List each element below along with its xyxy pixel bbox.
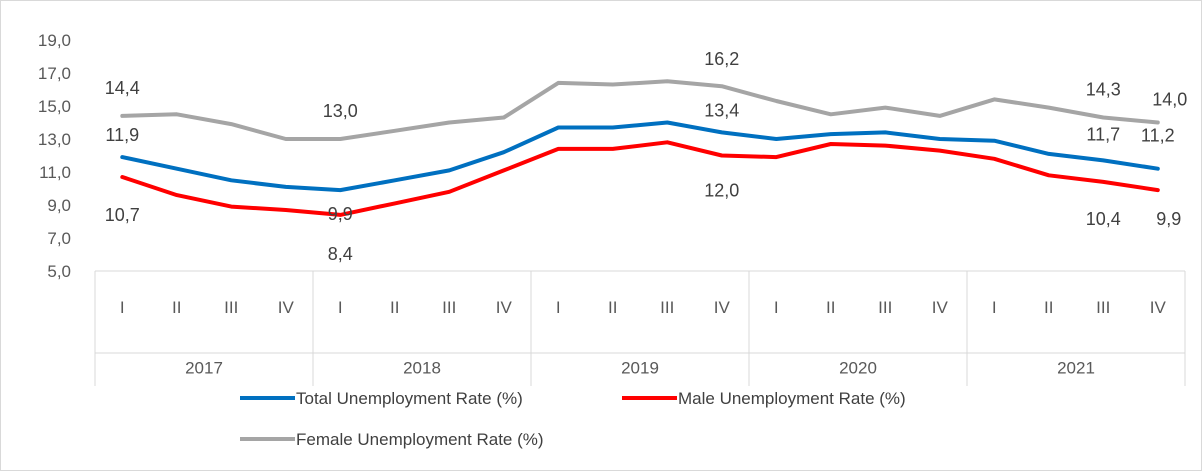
x-tick-quarter-label: I [774, 298, 779, 317]
x-tick-quarter-label: III [1096, 298, 1110, 317]
series-line [120, 79, 1160, 141]
data-label: 8,4 [328, 244, 353, 264]
data-labels: 14,4 13,0 16,2 14,3 14,0 11,9 9,9 13,4 11,7 11,2 1… [105, 49, 1188, 264]
series-lines [120, 79, 1160, 217]
x-tick-quarter-label: I [338, 298, 343, 317]
x-tick-quarter-label: II [608, 298, 617, 317]
x-tick-year-label: 2021 [1057, 358, 1095, 377]
data-label: 10,4 [1086, 209, 1121, 229]
data-label: 10,7 [105, 205, 140, 225]
x-tick-quarter-label: II [390, 298, 399, 317]
y-tick-label: 9,0 [47, 196, 71, 215]
data-label: 14,3 [1086, 80, 1121, 100]
y-axis-labels: 19,0 17,0 15,0 13,0 11,0 9,0 7,0 5,0 [38, 31, 71, 281]
y-tick-label: 19,0 [38, 31, 71, 50]
x-tick-quarter-label: I [556, 298, 561, 317]
data-label: 13,0 [323, 101, 358, 121]
data-label: 11,7 [1086, 124, 1120, 144]
data-label: 16,2 [704, 49, 739, 69]
x-tick-quarter-label: III [224, 298, 238, 317]
data-label: 11,2 [1141, 126, 1175, 146]
x-tick-quarter-label: IV [1150, 298, 1167, 317]
y-tick-label: 5,0 [47, 262, 71, 281]
x-tick-quarter-label: I [992, 298, 997, 317]
x-tick-quarter-label: II [172, 298, 181, 317]
x-tick-year-label: 2019 [621, 358, 659, 377]
x-tick-quarter-label: IV [496, 298, 513, 317]
series-line [120, 120, 1160, 193]
x-tick-quarter-label: IV [932, 298, 949, 317]
x-tick-quarter-label: III [878, 298, 892, 317]
series-line [120, 140, 1160, 217]
x-tick-quarter-label: III [660, 298, 674, 317]
y-tick-label: 15,0 [38, 97, 71, 116]
x-tick-quarter-label: IV [278, 298, 295, 317]
x-tick-quarter-label: III [442, 298, 456, 317]
x-tick-year-label: 2020 [839, 358, 877, 377]
legend-label: Total Unemployment Rate (%) [296, 389, 523, 408]
y-tick-label: 13,0 [38, 130, 71, 149]
x-tick-year-label: 2017 [185, 358, 223, 377]
x-tick-quarter-label: IV [714, 298, 731, 317]
data-label: 11,9 [105, 125, 139, 145]
x-tick-year-label: 2018 [403, 358, 441, 377]
legend-label: Female Unemployment Rate (%) [296, 430, 544, 449]
y-tick-label: 7,0 [47, 229, 71, 248]
y-tick-label: 11,0 [39, 163, 71, 182]
data-label: 14,4 [105, 78, 140, 98]
y-tick-label: 17,0 [38, 64, 71, 83]
x-tick-quarter-label: II [826, 298, 835, 317]
data-label: 14,0 [1152, 90, 1187, 110]
data-label: 9,9 [328, 204, 353, 224]
data-label: 12,0 [704, 181, 739, 201]
legend: Total Unemployment Rate (%) Male Unemploy… [240, 389, 906, 449]
data-label: 9,9 [1156, 209, 1181, 229]
x-tick-quarter-label: I [120, 298, 125, 317]
legend-label: Male Unemployment Rate (%) [678, 389, 906, 408]
x-tick-quarter-label: II [1044, 298, 1053, 317]
data-label: 13,4 [704, 100, 739, 120]
